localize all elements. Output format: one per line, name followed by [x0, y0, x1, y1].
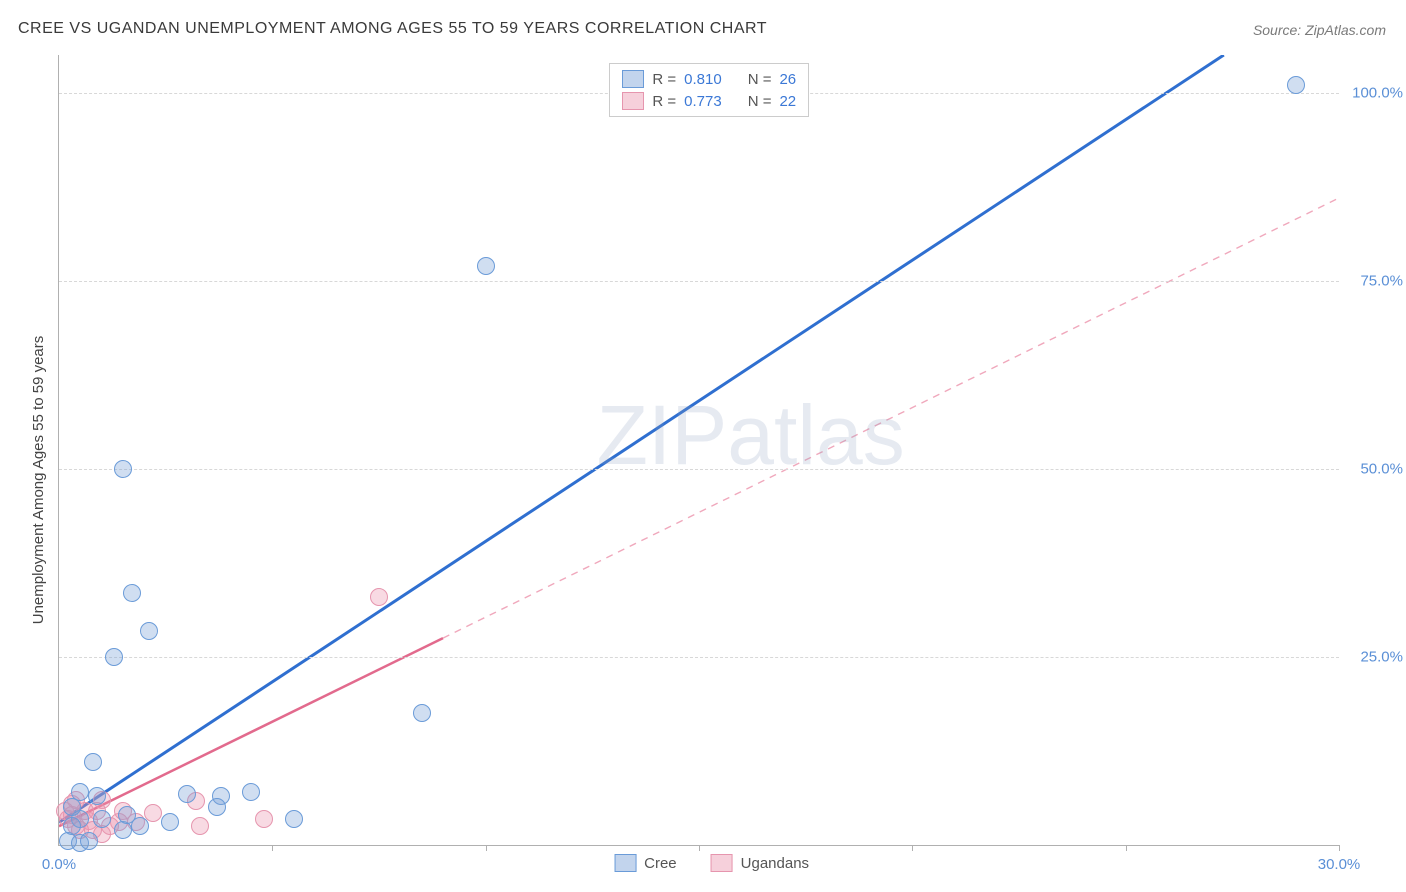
y-axis-label: Unemployment Among Ages 55 to 59 years	[30, 336, 47, 625]
ugandans-point	[370, 588, 388, 606]
legend-swatch	[622, 92, 644, 110]
cree-point	[63, 798, 81, 816]
legend-stats: R = 0.810 N = 26 R = 0.773 N = 22	[609, 63, 809, 117]
plot-area: ZIPatlas 25.0%50.0%75.0%100.0%0.0%30.0%R…	[58, 55, 1339, 846]
y-tick-label: 25.0%	[1360, 648, 1403, 665]
legend-r-label: R =	[652, 71, 676, 88]
cree-point	[80, 832, 98, 850]
chart-container: CREE VS UGANDAN UNEMPLOYMENT AMONG AGES …	[0, 0, 1406, 892]
legend-n-label: N =	[748, 71, 772, 88]
cree-point	[88, 787, 106, 805]
legend-series: Cree Ugandans	[614, 854, 835, 872]
x-max-label: 30.0%	[1318, 856, 1361, 873]
x-tick-mark	[272, 845, 273, 851]
cree-point	[413, 704, 431, 722]
cree-point	[93, 810, 111, 828]
legend-swatch	[622, 70, 644, 88]
cree-point	[161, 813, 179, 831]
y-tick-label: 100.0%	[1352, 84, 1403, 101]
cree-point	[242, 783, 260, 801]
legend-n-label: N =	[748, 93, 772, 110]
cree-point	[285, 810, 303, 828]
cree-point	[1287, 76, 1305, 94]
cree-point	[140, 622, 158, 640]
watermark-prefix: ZIP	[597, 388, 728, 482]
cree-point	[477, 257, 495, 275]
watermark-suffix: atlas	[727, 388, 904, 482]
legend-stats-row: R = 0.773 N = 22	[622, 90, 796, 112]
cree-point	[63, 817, 81, 835]
y-tick-label: 75.0%	[1360, 272, 1403, 289]
cree-point	[118, 806, 136, 824]
x-origin-label: 0.0%	[42, 856, 76, 873]
legend-r-value: 0.773	[684, 93, 722, 110]
legend-series-label: Cree	[644, 855, 677, 872]
ugandans-point	[255, 810, 273, 828]
cree-point	[178, 785, 196, 803]
legend-series-label: Ugandans	[741, 855, 809, 872]
x-tick-mark	[1339, 845, 1340, 851]
cree-point	[208, 798, 226, 816]
source-credit: Source: ZipAtlas.com	[1253, 22, 1386, 38]
legend-r-value: 0.810	[684, 71, 722, 88]
y-tick-label: 50.0%	[1360, 460, 1403, 477]
cree-point	[105, 648, 123, 666]
x-tick-mark	[699, 845, 700, 851]
x-tick-mark	[912, 845, 913, 851]
legend-n-value: 22	[779, 93, 796, 110]
legend-swatch	[614, 854, 636, 872]
x-tick-mark	[486, 845, 487, 851]
legend-n-value: 26	[779, 71, 796, 88]
cree-point	[114, 460, 132, 478]
legend-r-label: R =	[652, 93, 676, 110]
legend-stats-row: R = 0.810 N = 26	[622, 68, 796, 90]
x-tick-mark	[1126, 845, 1127, 851]
cree-point	[84, 753, 102, 771]
ugandans-point	[191, 817, 209, 835]
legend-swatch	[711, 854, 733, 872]
chart-title: CREE VS UGANDAN UNEMPLOYMENT AMONG AGES …	[18, 20, 767, 38]
cree-point	[123, 584, 141, 602]
